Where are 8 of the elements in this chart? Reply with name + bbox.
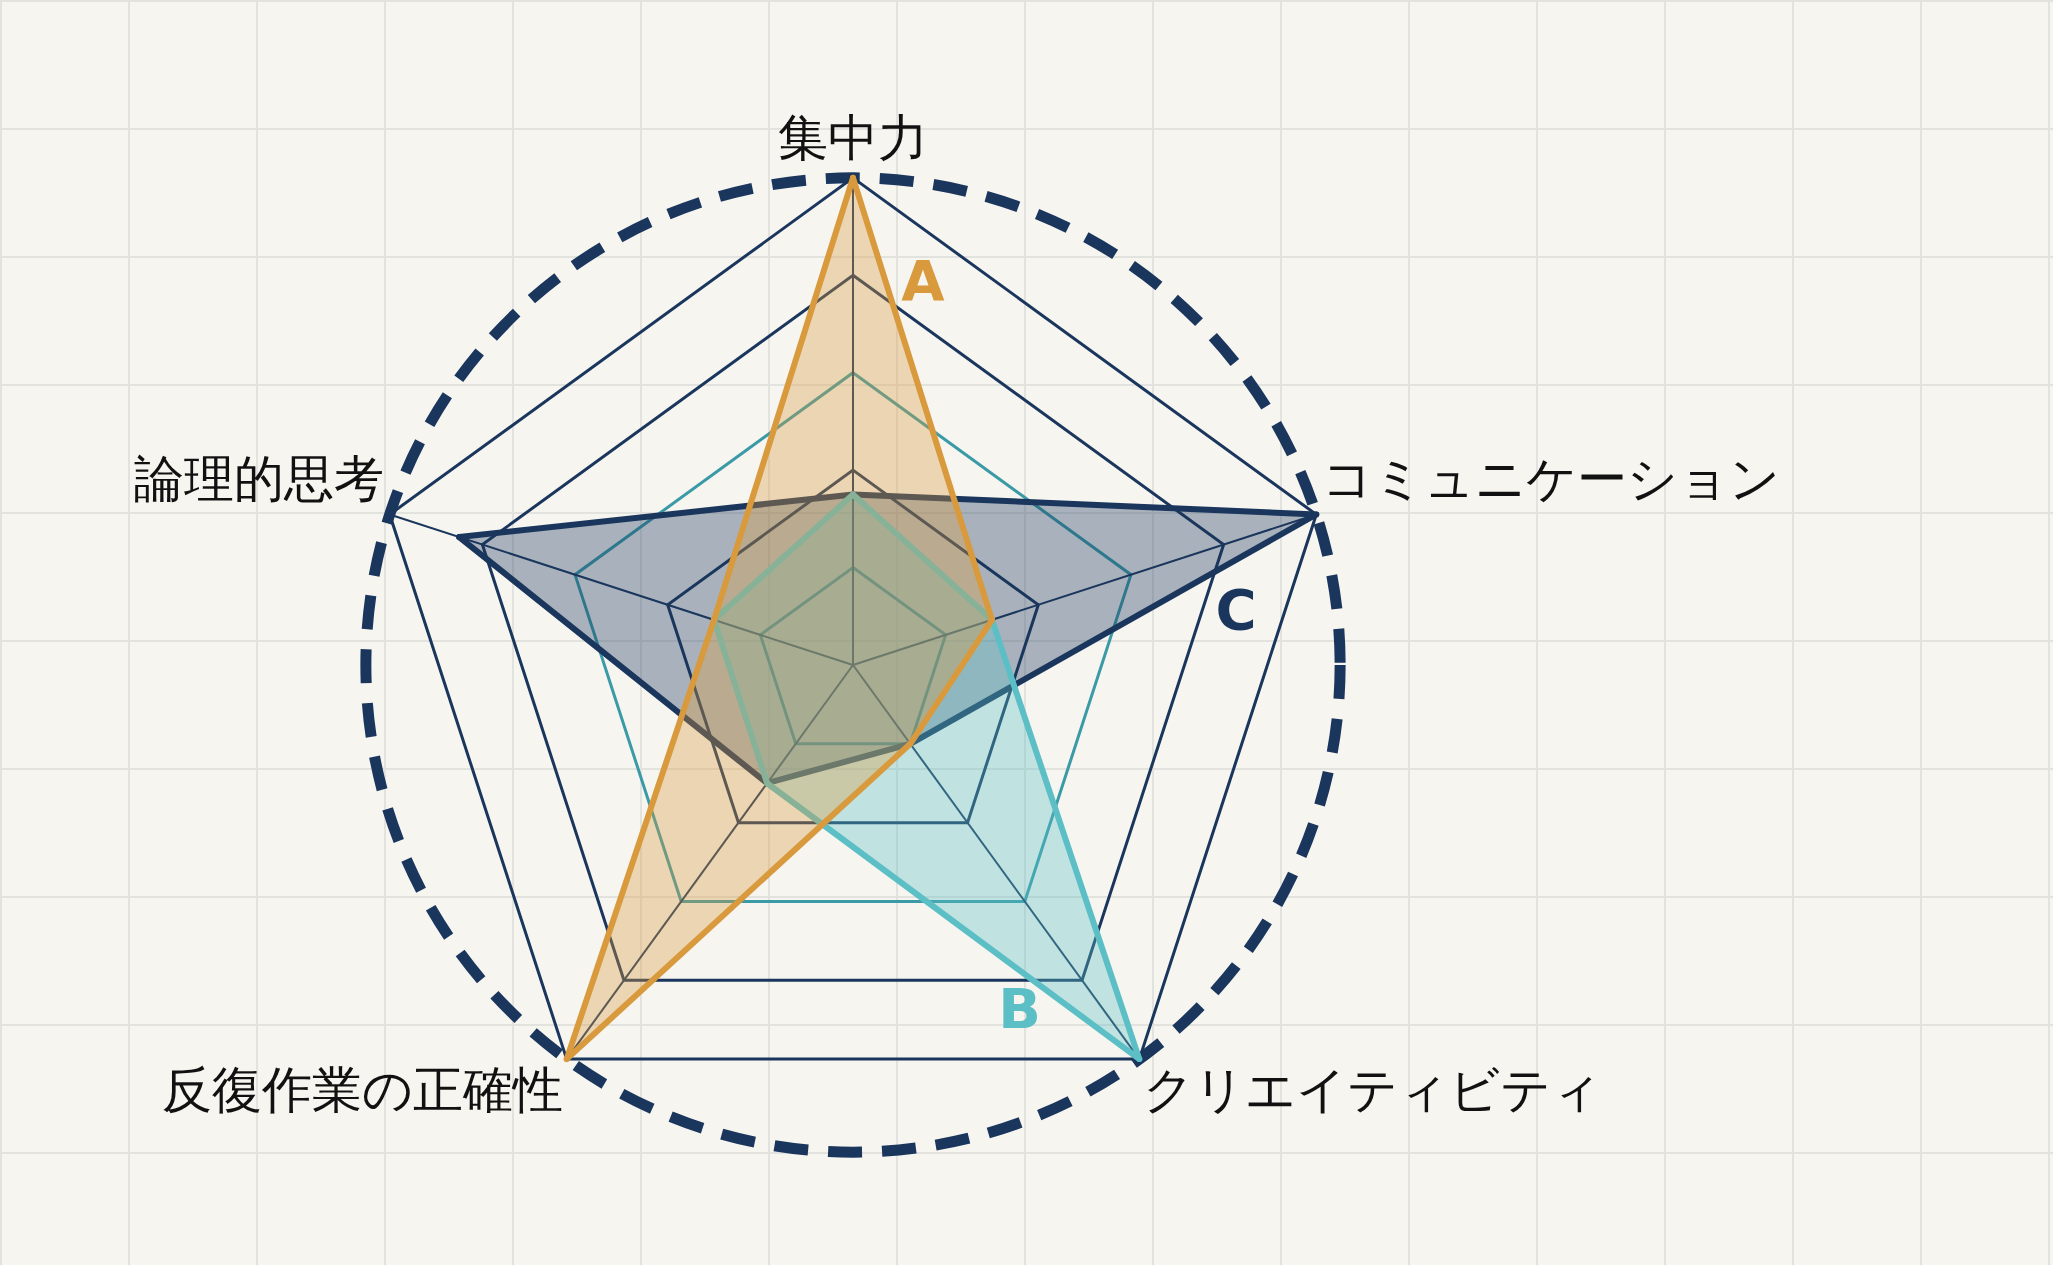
series-label: A xyxy=(901,247,946,313)
spoke-label: 集中力 xyxy=(778,108,928,167)
spoke-label: 論理的思考 xyxy=(134,449,384,508)
series-label: B xyxy=(998,976,1042,1042)
spoke-label: 反復作業の正確性 xyxy=(162,1060,564,1119)
spoke-label: クリエイティビティ xyxy=(1142,1060,1602,1119)
series-label: C xyxy=(1215,576,1257,642)
spoke-label: コミュニケーション xyxy=(1322,449,1780,508)
